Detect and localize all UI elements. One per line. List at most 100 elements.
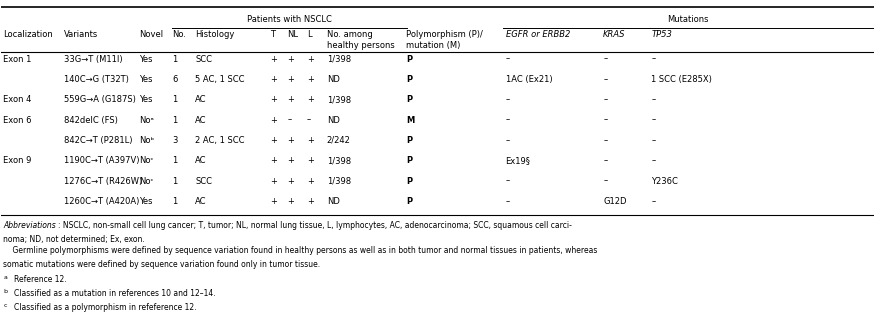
Text: Noᶜ: Noᶜ: [139, 156, 154, 165]
Text: Exon 6: Exon 6: [4, 115, 32, 125]
Text: Classified as a mutation in references 10 and 12–14.: Classified as a mutation in references 1…: [14, 289, 215, 298]
Text: Polymorphism (P)/
mutation (M): Polymorphism (P)/ mutation (M): [406, 30, 483, 50]
Text: Yes: Yes: [139, 55, 153, 63]
Text: 33G→T (M11I): 33G→T (M11I): [64, 55, 122, 63]
Text: +: +: [270, 136, 276, 145]
Text: 559G→A (G187S): 559G→A (G187S): [64, 95, 136, 104]
Text: –: –: [506, 136, 510, 145]
Text: 842delC (FS): 842delC (FS): [64, 115, 118, 125]
Text: Localization: Localization: [4, 30, 52, 39]
Text: –: –: [506, 95, 510, 104]
Text: +: +: [288, 55, 294, 63]
Text: Y236C: Y236C: [651, 177, 678, 185]
Text: –: –: [651, 95, 655, 104]
Text: AC: AC: [195, 156, 206, 165]
Text: c: c: [4, 303, 7, 307]
Text: +: +: [306, 156, 313, 165]
Text: –: –: [603, 95, 607, 104]
Text: AC: AC: [195, 115, 206, 125]
Text: somatic mutations were defined by sequence variation found only in tumor tissue.: somatic mutations were defined by sequen…: [4, 260, 320, 269]
Text: SCC: SCC: [195, 177, 212, 185]
Text: 2 AC, 1 SCC: 2 AC, 1 SCC: [195, 136, 244, 145]
Text: b: b: [4, 289, 7, 294]
Text: 1: 1: [172, 197, 178, 206]
Text: –: –: [651, 197, 655, 206]
Text: G12D: G12D: [603, 197, 626, 206]
Text: +: +: [288, 136, 294, 145]
Text: 3: 3: [172, 136, 178, 145]
Text: –: –: [651, 136, 655, 145]
Text: Ex19§: Ex19§: [506, 156, 530, 165]
Text: 5 AC, 1 SCC: 5 AC, 1 SCC: [195, 75, 244, 84]
Text: +: +: [306, 177, 313, 185]
Text: 842C→T (P281L): 842C→T (P281L): [64, 136, 133, 145]
Text: 1: 1: [172, 115, 178, 125]
Text: 1/398: 1/398: [326, 177, 351, 185]
Text: a: a: [4, 275, 7, 280]
Text: Noᵃ: Noᵃ: [139, 115, 154, 125]
Text: Variants: Variants: [64, 30, 99, 39]
Text: 1260C→T (A420A): 1260C→T (A420A): [64, 197, 140, 206]
Text: Exon 1: Exon 1: [4, 55, 32, 63]
Text: +: +: [306, 95, 313, 104]
Text: +: +: [288, 156, 294, 165]
Text: P: P: [406, 95, 412, 104]
Text: Exon 4: Exon 4: [4, 95, 32, 104]
Text: +: +: [306, 75, 313, 84]
Text: L: L: [306, 30, 312, 39]
Text: Exon 9: Exon 9: [4, 156, 32, 165]
Text: +: +: [306, 136, 313, 145]
Text: +: +: [306, 197, 313, 206]
Text: P: P: [406, 136, 412, 145]
Text: Classified as a polymorphism in refeference 12.: Classified as a polymorphism in refefere…: [14, 303, 196, 312]
Text: 1 SCC (E285X): 1 SCC (E285X): [651, 75, 712, 84]
Text: Novel: Novel: [139, 30, 164, 39]
Text: AC: AC: [195, 197, 206, 206]
Text: 6: 6: [172, 75, 178, 84]
Text: –: –: [506, 197, 510, 206]
Text: Noᶜ: Noᶜ: [139, 177, 154, 185]
Text: P: P: [406, 156, 412, 165]
Text: Reference 12.: Reference 12.: [14, 275, 66, 284]
Text: SCC: SCC: [195, 55, 212, 63]
Text: AC: AC: [195, 95, 206, 104]
Text: –: –: [651, 115, 655, 125]
Text: –: –: [651, 55, 655, 63]
Text: 1/398: 1/398: [326, 156, 351, 165]
Text: 1: 1: [172, 95, 178, 104]
Text: +: +: [270, 177, 276, 185]
Text: –: –: [603, 136, 607, 145]
Text: Mutations: Mutations: [668, 15, 709, 24]
Text: –: –: [603, 55, 607, 63]
Text: –: –: [506, 55, 510, 63]
Text: +: +: [270, 95, 276, 104]
Text: –: –: [288, 115, 291, 125]
Text: ND: ND: [326, 197, 340, 206]
Text: Patients with NSCLC: Patients with NSCLC: [248, 15, 332, 24]
Text: P: P: [406, 75, 412, 84]
Text: –: –: [651, 156, 655, 165]
Text: –: –: [603, 115, 607, 125]
Text: M: M: [406, 115, 415, 125]
Text: 140C→G (T32T): 140C→G (T32T): [64, 75, 130, 84]
Text: +: +: [288, 95, 294, 104]
Text: +: +: [288, 197, 294, 206]
Text: +: +: [288, 177, 294, 185]
Text: +: +: [270, 115, 276, 125]
Text: Yes: Yes: [139, 197, 153, 206]
Text: : NSCLC, non-small cell lung cancer; T, tumor; NL, normal lung tissue, L, lympho: : NSCLC, non-small cell lung cancer; T, …: [58, 221, 572, 230]
Text: ND: ND: [326, 75, 340, 84]
Text: 1: 1: [172, 177, 178, 185]
Text: +: +: [270, 55, 276, 63]
Text: P: P: [406, 177, 412, 185]
Text: –: –: [306, 115, 311, 125]
Text: No. among
healthy persons: No. among healthy persons: [326, 30, 395, 50]
Text: KRAS: KRAS: [603, 30, 626, 39]
Text: Histology: Histology: [195, 30, 234, 39]
Text: Noᵇ: Noᵇ: [139, 136, 154, 145]
Text: –: –: [603, 177, 607, 185]
Text: 1276C→T (R426W): 1276C→T (R426W): [64, 177, 143, 185]
Text: –: –: [603, 75, 607, 84]
Text: EGFR or ERBB2: EGFR or ERBB2: [506, 30, 570, 39]
Text: Germline polymorphisms were defined by sequence variation found in healthy perso: Germline polymorphisms were defined by s…: [4, 246, 598, 255]
